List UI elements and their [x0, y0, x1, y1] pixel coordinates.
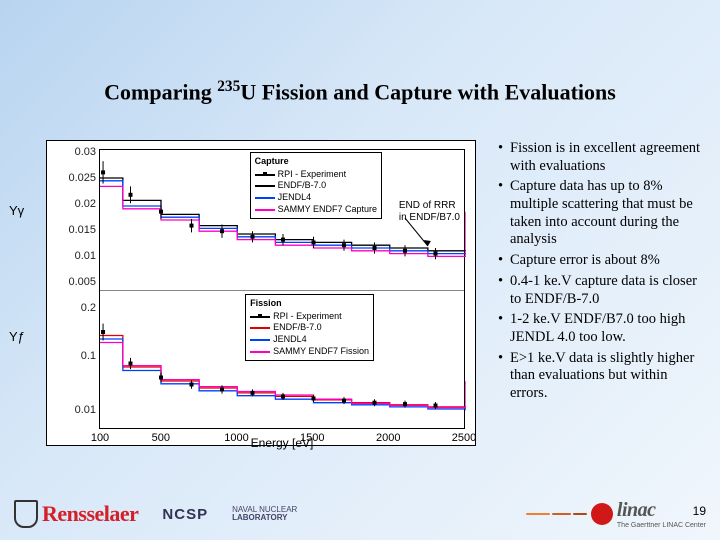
shield-icon [14, 500, 38, 528]
ncsp-logo: NCSP [162, 506, 208, 523]
legend-label: ENDF/B-7.0 [278, 180, 327, 192]
ytick: 0.005 [52, 276, 96, 288]
legend-swatch [250, 327, 270, 329]
legend-label: RPI - Experiment [278, 169, 347, 181]
legend-title: Fission [250, 298, 369, 310]
legend-swatch [250, 339, 270, 341]
legend-row: JENDL4 [255, 192, 377, 204]
y-axis-label-capture: Yγ [9, 203, 24, 218]
linac-logo: linac The Gaerttner LINAC Center [526, 499, 706, 529]
ytick: 0.01 [52, 250, 96, 262]
legend-fission: Fission RPI - ExperimentENDF/B-7.0JENDL4… [245, 294, 374, 361]
legend-row: RPI - Experiment [250, 311, 369, 323]
legend-label: SAMMY ENDF7 Fission [273, 346, 369, 358]
legend-swatch [255, 174, 275, 176]
ytick: 0.1 [52, 350, 96, 362]
bullet-item: E>1 ke.V data is slightly higher than ev… [498, 350, 704, 403]
legend-swatch [255, 209, 275, 211]
slide-title: Comparing 235U Fission and Capture with … [0, 78, 720, 105]
legend-label: RPI - Experiment [273, 311, 342, 323]
ytick: 0.2 [52, 302, 96, 314]
legend-swatch [250, 351, 270, 353]
bullet-list: Fission is in excellent agreement with e… [498, 140, 704, 406]
ytick: 0.025 [52, 172, 96, 184]
legend-row: JENDL4 [250, 334, 369, 346]
bullet-item: Capture data has up to 8% multiple scatt… [498, 178, 704, 249]
legend-title: Capture [255, 156, 377, 168]
ytick: 0.03 [52, 146, 96, 158]
ytick: 0.015 [52, 224, 96, 236]
footer: Rensselaer NCSP NAVAL NUCLEAR LABORATORY… [0, 492, 720, 536]
legend-row: ENDF/B-7.0 [250, 322, 369, 334]
legend-label: JENDL4 [278, 192, 312, 204]
legend-label: ENDF/B-7.0 [273, 322, 322, 334]
legend-swatch [255, 185, 275, 187]
plot-area: 0.03 0.025 0.02 0.015 0.01 0.005 0.2 0.1… [99, 149, 465, 429]
annotation-end-rrr: END of RRR in ENDF/B7.0 [399, 200, 460, 223]
legend-label: SAMMY ENDF7 Capture [278, 204, 377, 216]
linac-disc-icon [591, 503, 613, 525]
bullet-item: Fission is in excellent agreement with e… [498, 140, 704, 175]
legend-row: ENDF/B-7.0 [255, 180, 377, 192]
bullet-item: 0.4-1 ke.V capture data is closer to END… [498, 273, 704, 308]
rensselaer-logo: Rensselaer [14, 500, 138, 528]
rensselaer-text: Rensselaer [42, 501, 138, 527]
linac-sub: The Gaerttner LINAC Center [617, 522, 706, 529]
ytick: 0.01 [52, 404, 96, 416]
legend-swatch [250, 316, 270, 318]
linac-bars-icon [526, 513, 587, 515]
legend-swatch [255, 197, 275, 199]
page-number: 19 [693, 504, 706, 518]
legend-capture: Capture RPI - ExperimentENDF/B-7.0JENDL4… [250, 152, 382, 219]
isotope-mass: 235 [217, 78, 240, 95]
isotope-elem: U [240, 79, 256, 104]
ytick: 0.02 [52, 198, 96, 210]
comparison-chart: Yγ Yƒ 0.03 0.025 0.02 0.015 0.01 0.005 0… [46, 140, 476, 446]
legend-row: SAMMY ENDF7 Fission [250, 346, 369, 358]
x-axis-label: Energy [eV] [100, 436, 464, 450]
title-suffix: Fission and Capture with Evaluations [256, 79, 616, 104]
title-prefix: Comparing [104, 79, 217, 104]
y-axis-label-fission: Yƒ [9, 329, 25, 344]
legend-row: RPI - Experiment [255, 169, 377, 181]
legend-row: SAMMY ENDF7 Capture [255, 204, 377, 216]
legend-label: JENDL4 [273, 334, 307, 346]
bullet-item: 1-2 ke.V ENDF/B7.0 too high JENDL 4.0 to… [498, 311, 704, 346]
nnl-logo: NAVAL NUCLEAR LABORATORY [232, 506, 297, 522]
bullet-item: Capture error is about 8% [498, 252, 704, 270]
panel-divider [100, 290, 464, 291]
